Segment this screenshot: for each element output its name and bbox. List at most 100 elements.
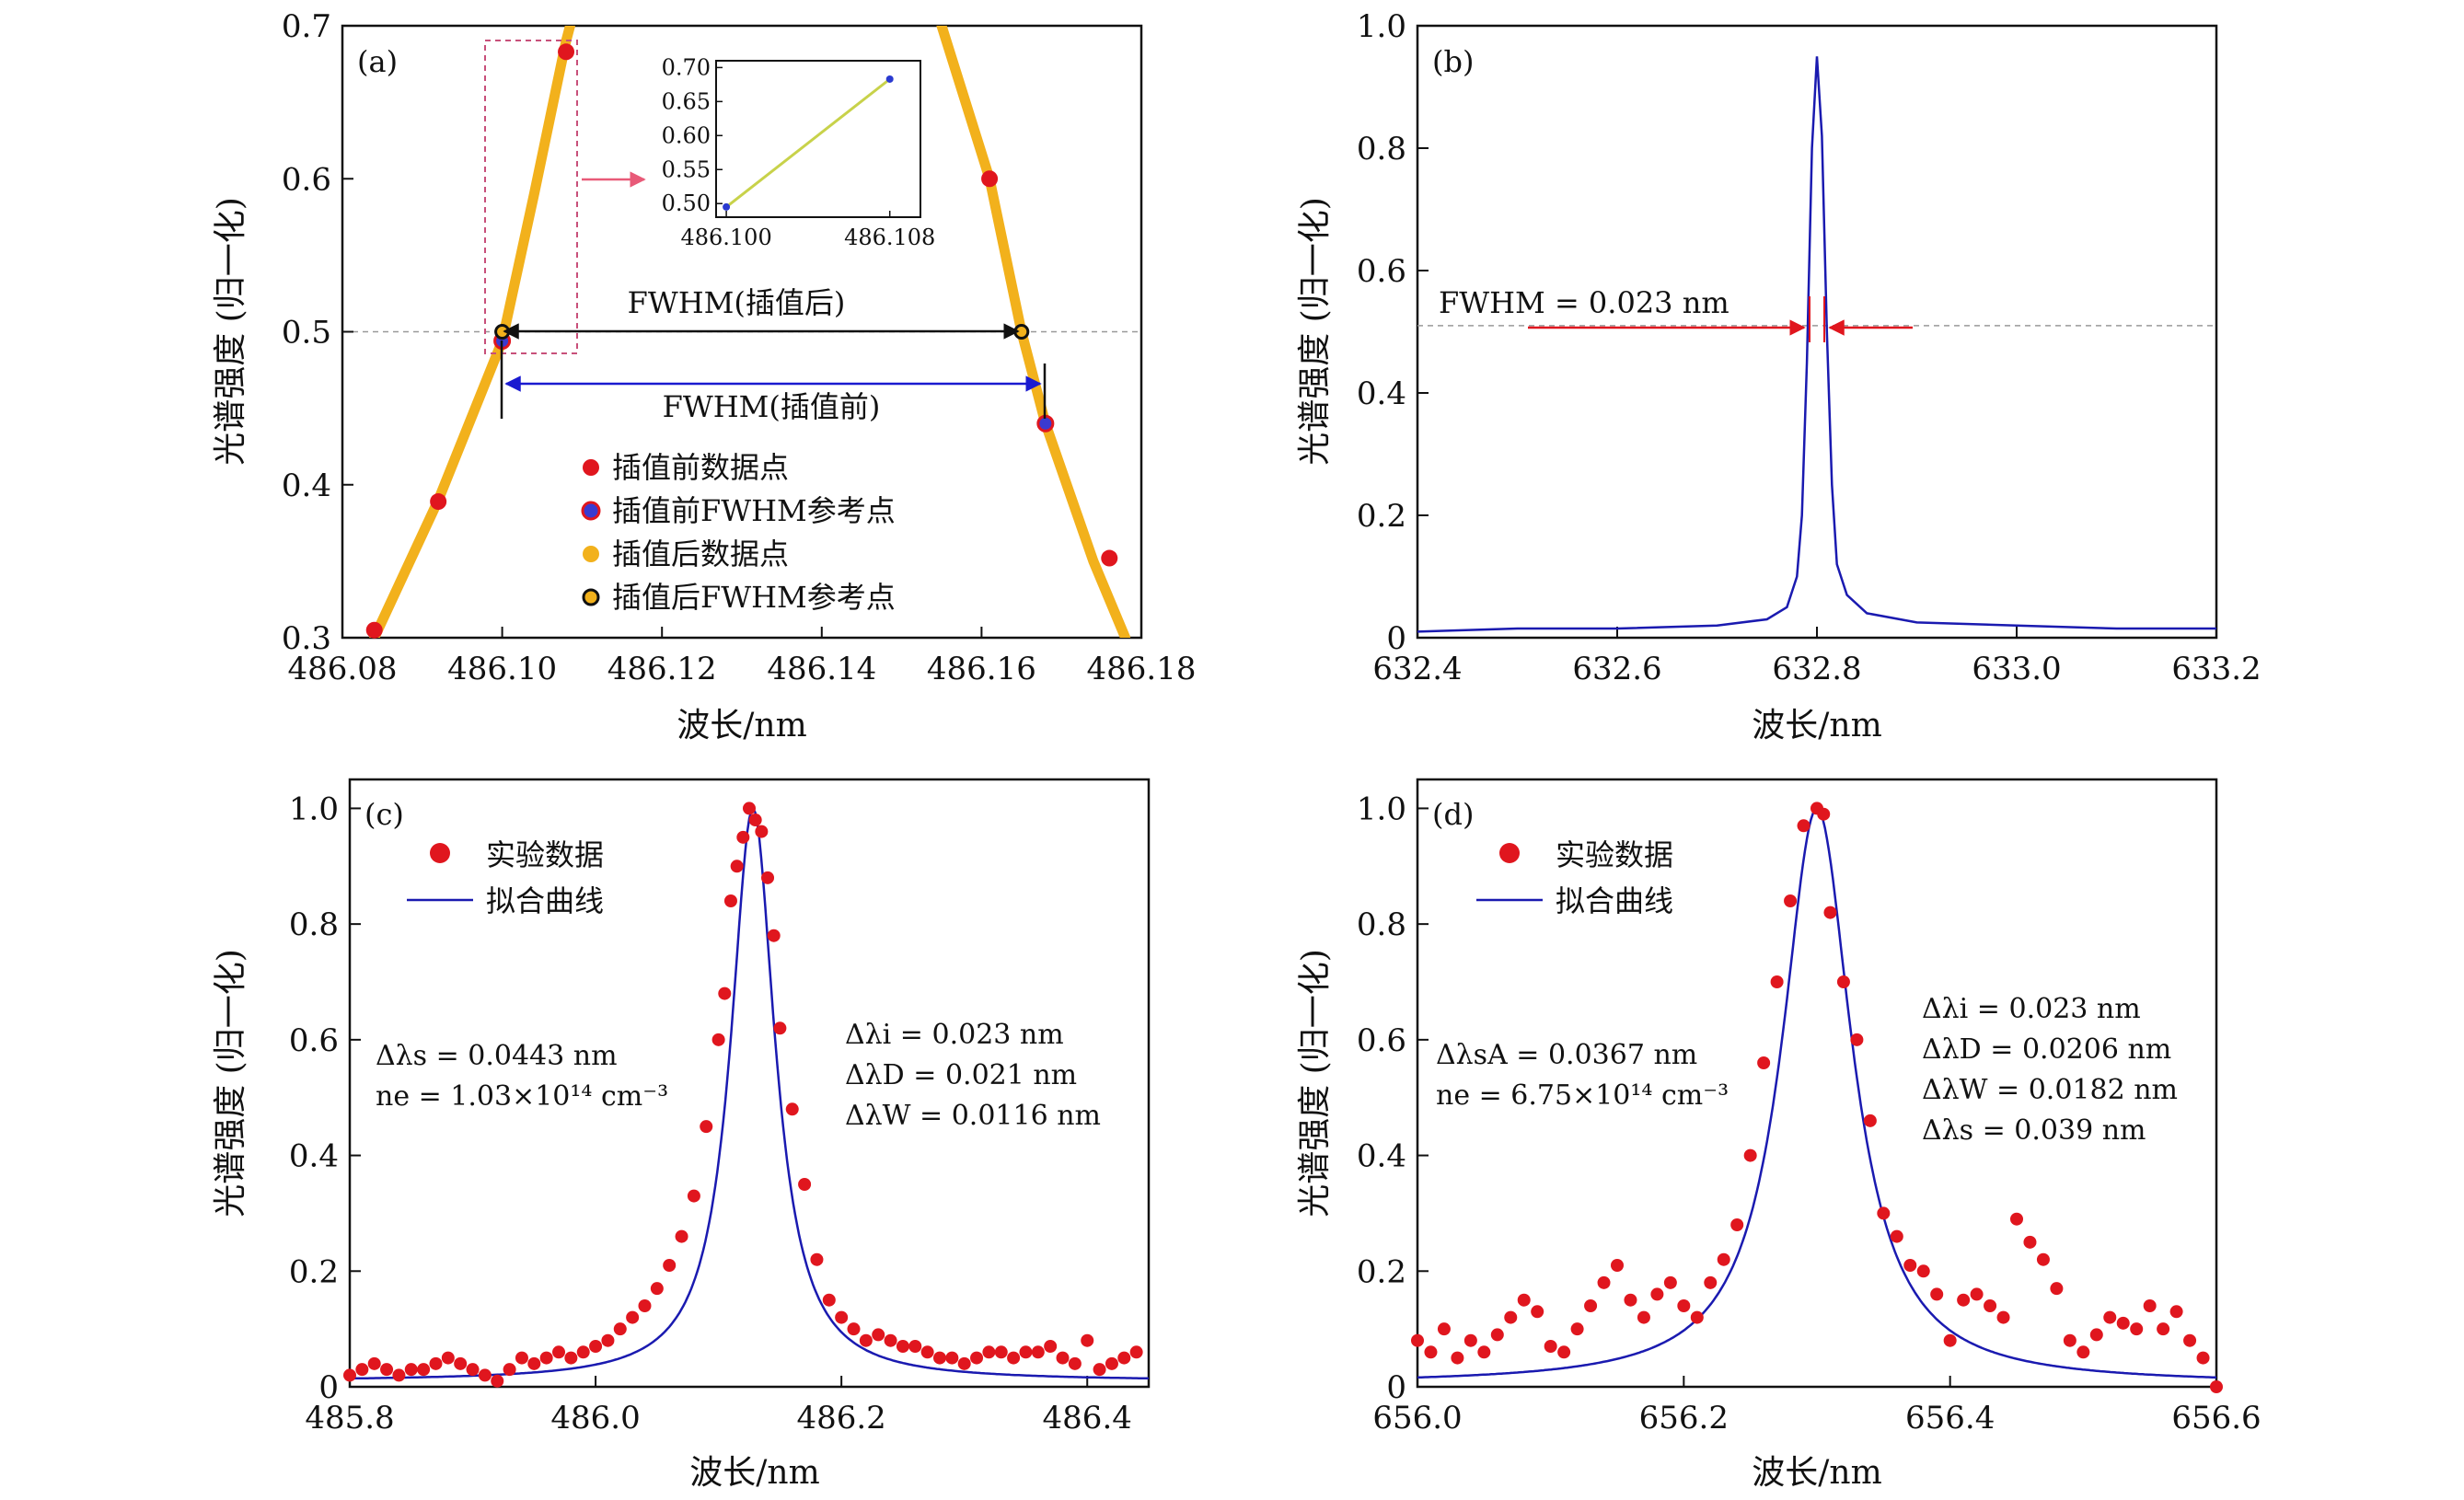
x-tick-label: 656.0 bbox=[1372, 1400, 1462, 1437]
data-point bbox=[773, 1021, 787, 1035]
data-point bbox=[2076, 1345, 2090, 1359]
data-point bbox=[1650, 1287, 1664, 1301]
data-point bbox=[785, 1102, 799, 1116]
data-point bbox=[1611, 1259, 1624, 1272]
x-ticks: 632.4 632.6 632.8 633.0 633.2 bbox=[1372, 627, 2262, 687]
x-tick-label: 486.0 bbox=[550, 1400, 640, 1437]
data-point bbox=[1068, 1356, 1082, 1370]
data-point bbox=[552, 1345, 566, 1359]
y-tick-label: 0.8 bbox=[1357, 131, 1406, 167]
legend-marker-data bbox=[430, 843, 450, 863]
data-point bbox=[1007, 1351, 1021, 1365]
data-point bbox=[380, 1363, 394, 1377]
data-point bbox=[663, 1259, 677, 1272]
data-point bbox=[1863, 1113, 1877, 1127]
legend-label-data: 实验数据 bbox=[486, 837, 604, 872]
data-point bbox=[539, 1351, 553, 1365]
data-point bbox=[1797, 819, 1810, 833]
data-point bbox=[920, 1345, 934, 1359]
y-tick-label: 0.5 bbox=[282, 315, 331, 352]
data-point bbox=[1836, 975, 1850, 988]
x-tick-label: 486.12 bbox=[607, 651, 717, 687]
panel-label: (b) bbox=[1432, 44, 1474, 79]
y-tick-label: 1.0 bbox=[289, 790, 339, 827]
data-point bbox=[2169, 1305, 2183, 1319]
data-point bbox=[355, 1363, 369, 1377]
data-point-raw bbox=[558, 43, 575, 61]
x-tick-label: 486.4 bbox=[1043, 1400, 1132, 1437]
y-tick-label: 0 bbox=[1386, 1369, 1406, 1406]
data-point bbox=[1424, 1345, 1438, 1359]
inset-plot: 0.50 0.55 0.60 0.65 0.70 486.100 486.108 bbox=[662, 54, 936, 250]
data-point bbox=[601, 1333, 615, 1347]
data-point bbox=[932, 1351, 946, 1365]
y-tick-label: 0 bbox=[1386, 620, 1406, 657]
panel-label: (a) bbox=[357, 44, 398, 79]
data-point bbox=[767, 929, 781, 942]
inset-point bbox=[885, 75, 894, 83]
data-point bbox=[1437, 1322, 1451, 1336]
data-point bbox=[1890, 1229, 1903, 1243]
data-point bbox=[1081, 1333, 1094, 1347]
x-tick-label: 632.6 bbox=[1572, 651, 1661, 687]
y-tick-label: 0.6 bbox=[1357, 253, 1406, 290]
data-point bbox=[872, 1328, 885, 1342]
data-point bbox=[1531, 1305, 1544, 1319]
data-point bbox=[718, 987, 732, 1000]
data-point bbox=[392, 1368, 406, 1382]
inset-y-tick-label: 0.70 bbox=[662, 54, 711, 80]
panel-label: (c) bbox=[364, 797, 404, 832]
data-point bbox=[1056, 1351, 1070, 1365]
x-ticks: 486.08 486.10 486.12 486.14 486.16 486.18 bbox=[288, 627, 1197, 687]
x-tick-label: 486.18 bbox=[1087, 651, 1197, 687]
data-point bbox=[2023, 1235, 2037, 1249]
data-point bbox=[478, 1368, 492, 1382]
y-tick-label: 1.0 bbox=[1357, 8, 1406, 45]
data-point bbox=[1031, 1345, 1045, 1359]
inset-x-tick-label: 486.100 bbox=[680, 225, 771, 250]
y-tick-label: 0.4 bbox=[289, 1138, 339, 1175]
data-point-raw bbox=[430, 493, 447, 511]
data-point bbox=[711, 1033, 725, 1046]
data-point bbox=[2196, 1351, 2210, 1365]
data-point bbox=[859, 1333, 873, 1347]
data-point bbox=[1584, 1299, 1598, 1312]
inset-y-tick-label: 0.50 bbox=[662, 190, 711, 216]
annotation-instrument-width: Δλi = 0.023 nm bbox=[1922, 993, 2141, 1025]
data-point bbox=[2210, 1380, 2223, 1393]
legend-label-raw-fwhm: 插值前FWHM参考点 bbox=[612, 493, 896, 528]
fwhm-label: FWHM = 0.023 nm bbox=[1439, 285, 1729, 320]
x-tick-label: 656.2 bbox=[1639, 1400, 1729, 1437]
data-point bbox=[1557, 1345, 1571, 1359]
data-point bbox=[1730, 1218, 1744, 1231]
panel-label: (d) bbox=[1432, 797, 1474, 832]
legend-label-raw: 插值前数据点 bbox=[612, 450, 789, 485]
annotation-stark-width: ΔλsA = 0.0367 nm bbox=[1436, 1039, 1697, 1071]
data-point bbox=[736, 830, 750, 844]
legend-label-interp-fwhm: 插值后FWHM参考点 bbox=[612, 580, 896, 615]
plot-frame bbox=[348, 778, 1151, 1389]
data-point bbox=[700, 1120, 713, 1134]
data-point bbox=[1490, 1328, 1504, 1342]
data-point bbox=[1129, 1345, 1143, 1359]
data-point bbox=[2050, 1282, 2064, 1296]
inset-point bbox=[723, 202, 731, 211]
y-tick-label: 0.7 bbox=[282, 8, 331, 45]
data-point bbox=[503, 1363, 516, 1377]
data-point bbox=[1690, 1310, 1704, 1324]
x-axis-title: 波长/nm bbox=[689, 1454, 819, 1492]
x-tick-label: 632.8 bbox=[1772, 651, 1861, 687]
panel-b: 0 0.2 0.4 0.6 0.8 1.0 632.4 632.6 632.8 633.0 633… bbox=[1296, 8, 2262, 744]
data-point bbox=[896, 1340, 909, 1353]
annotation-instrument-width: Δλi = 0.023 nm bbox=[845, 1019, 1064, 1051]
plot-frame bbox=[1416, 24, 2218, 640]
data-point bbox=[1477, 1345, 1491, 1359]
data-point bbox=[1637, 1310, 1650, 1324]
data-point bbox=[1757, 1056, 1771, 1069]
data-point bbox=[1663, 1275, 1677, 1289]
x-tick-label: 486.16 bbox=[927, 651, 1036, 687]
data-point bbox=[687, 1189, 700, 1203]
data-point bbox=[367, 1356, 381, 1370]
y-tick-label: 0.4 bbox=[1357, 1138, 1406, 1175]
data-points bbox=[1411, 802, 2223, 1393]
